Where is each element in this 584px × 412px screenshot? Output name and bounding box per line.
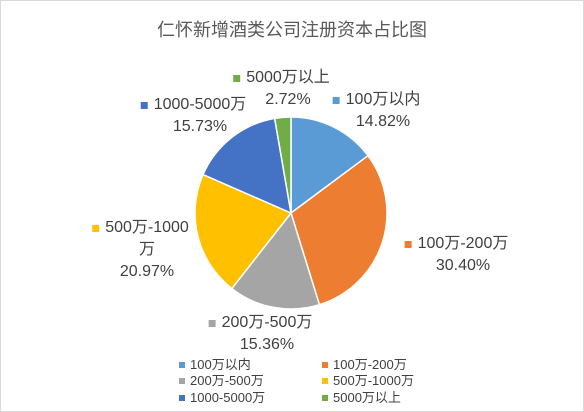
data-label-percent: 15.36% bbox=[239, 336, 295, 353]
legend-swatch bbox=[179, 362, 185, 368]
data-label-5m-10m: 500万-1000 万 20.97% bbox=[92, 217, 189, 283]
legend-item-2m-5m: 200万-500万 bbox=[179, 373, 264, 389]
legend-item-5m-10m: 500万-1000万 bbox=[322, 373, 414, 389]
data-label-percent: 2.72% bbox=[265, 91, 311, 108]
legend-label: 100万-200万 bbox=[333, 357, 407, 372]
data-label-percent: 30.40% bbox=[435, 257, 491, 274]
legend-item-1m-2m: 100万-200万 bbox=[322, 357, 407, 373]
legend-swatch bbox=[179, 378, 185, 384]
legend-swatch bbox=[322, 395, 328, 401]
data-label-1m-2m: 100万-200万 30.40% bbox=[404, 233, 509, 277]
legend-label: 200万-500万 bbox=[190, 373, 264, 388]
legend-item-10m-50m: 1000-5000万 bbox=[179, 390, 265, 406]
data-label-percent: 14.82% bbox=[355, 113, 411, 130]
chart-title: 仁怀新增酒类公司注册资本占比图 bbox=[157, 20, 427, 40]
data-label-over-50m: 5000万以上 2.72% bbox=[233, 67, 330, 111]
data-label-under-1m: 100万以内 14.82% bbox=[332, 89, 421, 133]
data-label-category: 200万-500万 bbox=[221, 314, 313, 331]
legend-label: 100万以内 bbox=[190, 357, 251, 372]
legend-swatch bbox=[179, 395, 185, 401]
data-label-category: 5000万以上 bbox=[246, 69, 330, 86]
data-label-swatch bbox=[404, 241, 412, 248]
data-label-swatch bbox=[140, 102, 148, 109]
pie-slice-1m-2m bbox=[290, 154, 388, 306]
data-label-category: 1000-5000万 bbox=[153, 96, 247, 113]
legend-label: 5000万以上 bbox=[333, 390, 401, 405]
legend-label: 1000-5000万 bbox=[190, 390, 266, 405]
legend-item-over-50m: 5000万以上 bbox=[322, 390, 401, 406]
pie-slice-over-50m bbox=[273, 116, 292, 214]
pie-slice-under-1m bbox=[290, 116, 369, 214]
data-label-percent: 15.73% bbox=[172, 118, 228, 135]
data-label-swatch bbox=[208, 320, 216, 327]
legend-label: 500万-1000万 bbox=[333, 373, 414, 388]
data-label-category: 100万-200万 bbox=[417, 235, 509, 252]
pie-slice-10m-50m bbox=[202, 117, 292, 214]
data-label-percent: 20.97% bbox=[119, 263, 175, 280]
data-label-swatch bbox=[332, 97, 340, 104]
legend-swatch bbox=[322, 378, 328, 384]
legend-swatch bbox=[322, 362, 328, 368]
legend-item-under-1m: 100万以内 bbox=[179, 357, 251, 373]
data-label-swatch bbox=[233, 75, 241, 82]
data-label-2m-5m: 200万-500万 15.36% bbox=[208, 312, 313, 356]
data-label-category: 500万-1000 万 bbox=[105, 219, 189, 258]
data-label-category: 100万以内 bbox=[345, 91, 421, 108]
data-label-swatch bbox=[92, 225, 100, 232]
data-label-10m-50m: 1000-5000万 15.73% bbox=[140, 94, 247, 138]
pie-slice-2m-5m bbox=[231, 212, 321, 310]
